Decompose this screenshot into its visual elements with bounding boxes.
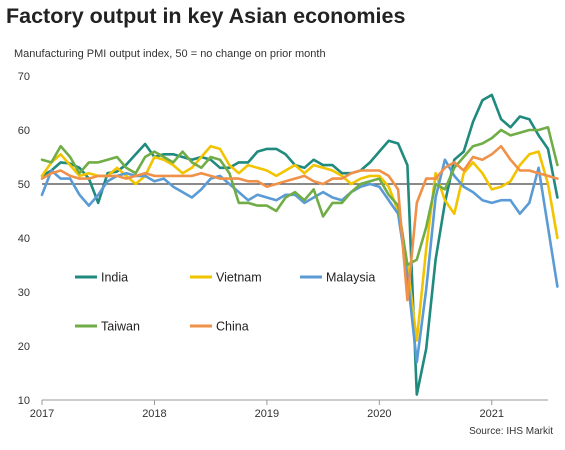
- x-tick-label: 2021: [480, 408, 504, 420]
- legend-label-vietnam: Vietnam: [216, 271, 262, 285]
- series-line-china: [40, 144, 559, 302]
- chart-title: Factory output in key Asian economies: [6, 4, 406, 28]
- y-tick-label: 40: [18, 233, 30, 245]
- y-tick-label: 30: [18, 287, 30, 299]
- series-line-taiwan: [40, 126, 559, 267]
- y-axis-label: Manufacturing PMI output index, 50 = no …: [14, 48, 326, 60]
- y-tick-label: 70: [18, 71, 30, 83]
- legend-label-taiwan: Taiwan: [101, 320, 140, 334]
- x-tick-label: 2017: [30, 408, 54, 420]
- y-tick-label: 60: [18, 125, 30, 137]
- y-tick-label: 20: [18, 341, 30, 353]
- x-tick-label: 2019: [255, 408, 279, 420]
- legend-label-malaysia: Malaysia: [326, 271, 375, 285]
- x-tick-label: 2020: [367, 408, 391, 420]
- x-tick-label: 2018: [142, 408, 166, 420]
- axes: 10 20 30 40 50 60 70 2017 2018 2019 2020 2021: [18, 71, 548, 420]
- legend-label-india: India: [101, 271, 128, 285]
- series-line-malaysia: [40, 158, 559, 364]
- y-tick-label: 50: [18, 179, 30, 191]
- legend: India Vietnam Malaysia Taiwan China: [75, 271, 375, 334]
- source-note: Source: IHS Markit: [469, 426, 553, 437]
- series-lines: [40, 93, 559, 396]
- y-tick-label: 10: [18, 395, 30, 407]
- legend-label-china: China: [216, 320, 249, 334]
- series-line-india: [40, 93, 559, 396]
